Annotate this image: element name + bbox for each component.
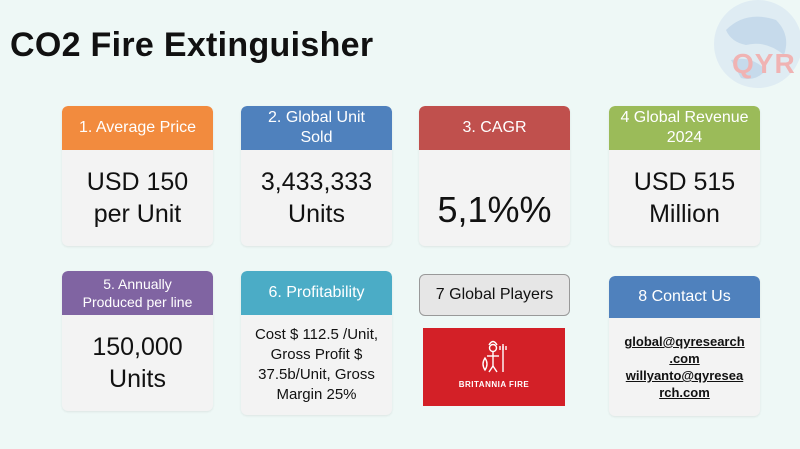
email-global-line1: global@qyresearch xyxy=(624,334,745,349)
profitability-line2: Gross Profit $ xyxy=(270,346,363,363)
revenue-header-line1: 4 Global Revenue xyxy=(620,109,749,126)
average-price-line2: per Unit xyxy=(93,200,182,228)
logo-text: QYR xyxy=(732,48,796,79)
contact-card: 8 Contact Us global@qyresearch .com will… xyxy=(609,276,760,416)
britannia-figure-icon xyxy=(482,340,507,373)
unit-sold-value: 3,433,333 Units xyxy=(241,150,392,246)
email-link-willyanto[interactable]: willyanto@qyresea rch.com xyxy=(624,367,744,401)
profitability-line4: Margin 25% xyxy=(276,386,357,403)
revenue-card: 4 Global Revenue 2024 USD 515 Million xyxy=(609,106,760,246)
unit-sold-line2: Units xyxy=(288,200,345,228)
produced-line1: 150,000 xyxy=(92,333,183,361)
britannia-fire-logo: BRITANNIA FIRE xyxy=(423,328,565,406)
profitability-line1: Cost $ 112.5 /Unit, xyxy=(254,326,379,343)
email-willyanto-line2: rch.com xyxy=(659,385,710,400)
revenue-value: USD 515 Million xyxy=(609,150,760,246)
average-price-card: 1. Average Price USD 150 per Unit xyxy=(62,106,213,246)
revenue-header: 4 Global Revenue 2024 xyxy=(609,106,760,150)
revenue-line2: Million xyxy=(649,200,720,228)
average-price-line1: USD 150 xyxy=(86,168,189,196)
email-global-line2: .com xyxy=(669,351,700,366)
email-willyanto-line1: willyanto@qyresea xyxy=(625,368,744,383)
produced-header-line2: Produced per line xyxy=(82,294,193,310)
average-price-value: USD 150 per Unit xyxy=(62,150,213,246)
contact-emails: global@qyresearch .com willyanto@qyresea… xyxy=(609,318,760,416)
revenue-line1: USD 515 xyxy=(633,168,736,196)
qyr-globe-logo xyxy=(714,0,800,88)
profitability-line3: 37.5b/Unit, Gross xyxy=(258,366,375,383)
cagr-card: 3. CAGR 5,1%% xyxy=(419,106,570,246)
cagr-value-text: 5,1%% xyxy=(437,189,552,230)
produced-header: 5. Annually Produced per line xyxy=(62,271,213,315)
profitability-value: Cost $ 112.5 /Unit, Gross Profit $ 37.5b… xyxy=(241,315,392,415)
produced-value: 150,000 Units xyxy=(62,315,213,411)
email-link-global[interactable]: global@qyresearch .com xyxy=(624,333,744,367)
global-players-header: 7 Global Players xyxy=(419,274,570,316)
unit-sold-header: 2. Global Unit Sold xyxy=(241,106,392,150)
contact-header: 8 Contact Us xyxy=(609,276,760,318)
produced-card: 5. Annually Produced per line 150,000 Un… xyxy=(62,271,213,411)
profitability-card: 6. Profitability Cost $ 112.5 /Unit, Gro… xyxy=(241,271,392,415)
produced-line2: Units xyxy=(109,365,166,393)
profitability-header: 6. Profitability xyxy=(241,271,392,315)
produced-header-line1: 5. Annually xyxy=(103,276,172,292)
cagr-header: 3. CAGR xyxy=(419,106,570,150)
unit-sold-line1: 3,433,333 xyxy=(260,168,373,196)
britannia-fire-logo-text: BRITANNIA FIRE xyxy=(458,380,530,389)
revenue-header-line2: 2024 xyxy=(666,129,703,146)
page-title: CO2 Fire Extinguisher xyxy=(10,26,374,64)
cagr-value: 5,1%% xyxy=(419,150,570,246)
unit-sold-card: 2. Global Unit Sold 3,433,333 Units xyxy=(241,106,392,246)
unit-sold-header-line1: 2. Global Unit xyxy=(268,109,365,126)
average-price-header: 1. Average Price xyxy=(62,106,213,150)
unit-sold-header-line2: Sold xyxy=(300,129,333,146)
